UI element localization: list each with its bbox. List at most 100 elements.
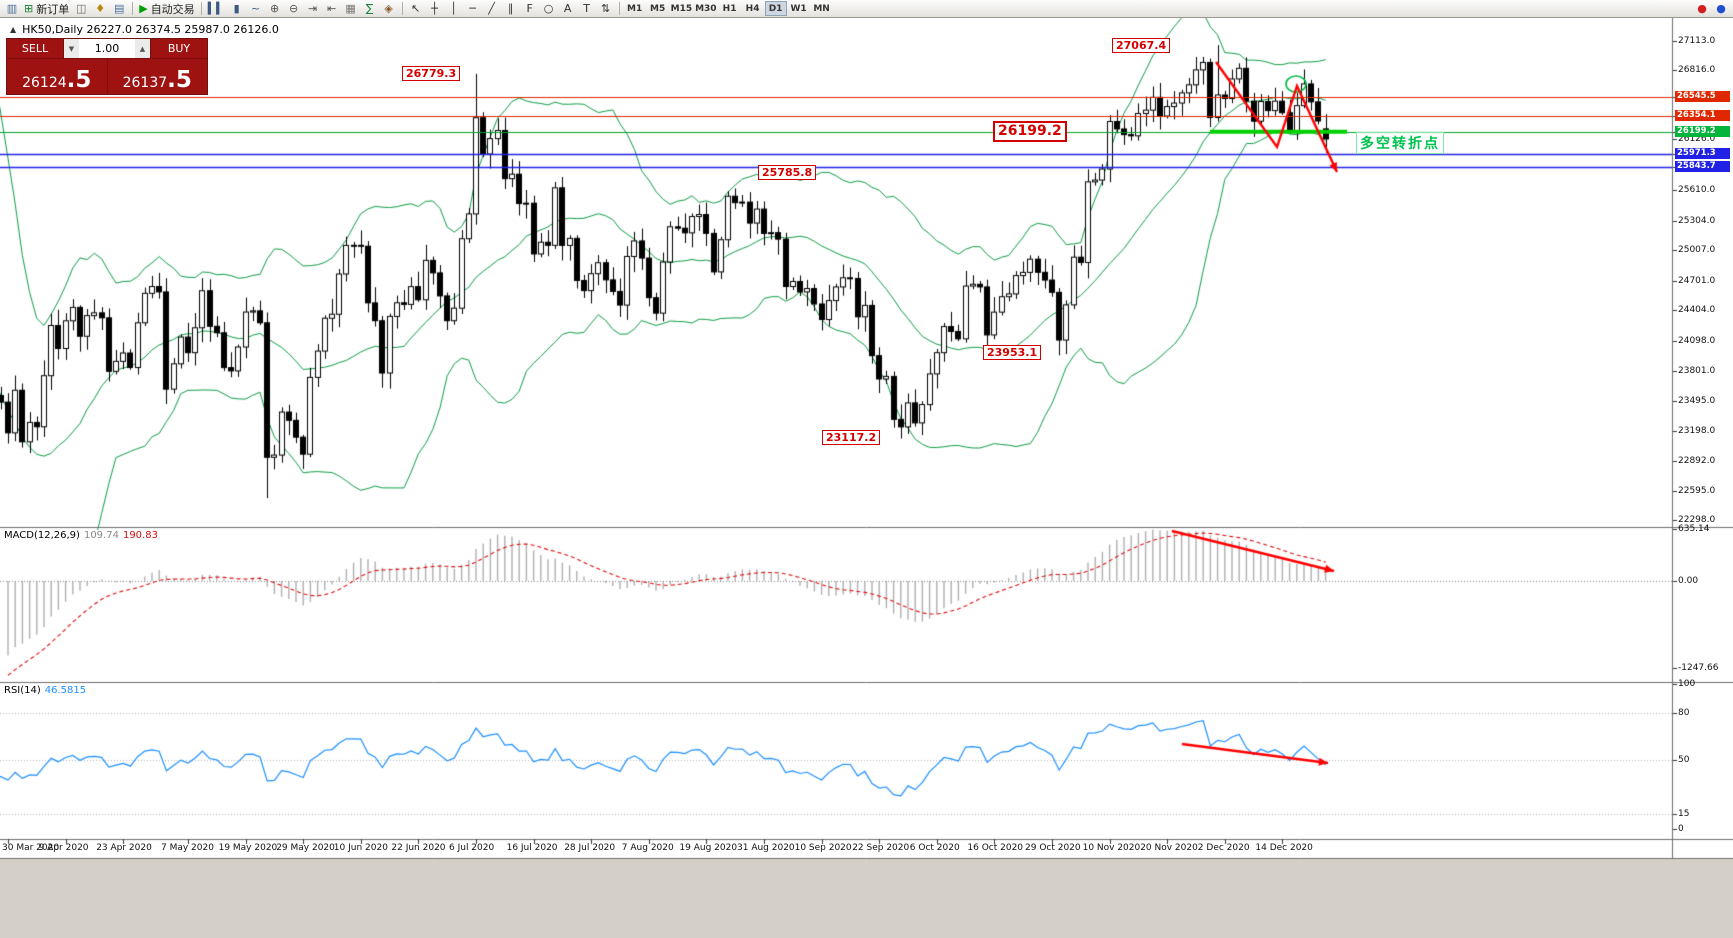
zoom-in-icon: ⊕ bbox=[270, 2, 280, 15]
macd-indicator-label: MACD(12,26,9) 109.74 190.83 bbox=[4, 530, 158, 541]
chart-price-annotation[interactable]: 27067.4 bbox=[1112, 38, 1171, 53]
auto-scroll-icon[interactable]: ⇥ bbox=[304, 1, 322, 17]
rsi-name: RSI(14) bbox=[4, 685, 41, 696]
trade-panel-controls: SELL ▼ ▲ BUY bbox=[7, 39, 207, 58]
terminal-red-icon[interactable]: ● bbox=[1693, 1, 1711, 17]
timeframe-h1-button[interactable]: H1 bbox=[722, 3, 737, 14]
bar-chart-icon: ▍▍ bbox=[207, 2, 225, 15]
vertical-line-icon: │ bbox=[450, 2, 457, 15]
grid-icon: ▦ bbox=[345, 2, 356, 15]
toolbar-separator bbox=[401, 2, 403, 15]
timeframe-m30-button[interactable]: M30 bbox=[695, 3, 717, 14]
macd-name: MACD(12,26,9) bbox=[4, 530, 80, 541]
candlestick-chart-icon[interactable]: ▮ bbox=[228, 1, 246, 17]
macd-main-value: 109.74 bbox=[83, 530, 119, 541]
autotrading-icon: ▶ bbox=[139, 2, 148, 15]
sell-button[interactable]: SELL bbox=[7, 39, 63, 58]
volume-down-button[interactable]: ▼ bbox=[64, 39, 79, 58]
chart-price-annotation[interactable]: 26199.2 bbox=[993, 121, 1067, 142]
text-icon: A bbox=[563, 2, 572, 15]
one-click-panel-toggle-icon[interactable]: ▲ bbox=[10, 25, 17, 34]
horizontal-line-icon: ─ bbox=[469, 2, 476, 15]
market-watch-icon[interactable]: ▤ bbox=[110, 1, 128, 17]
chart-shift-icon: ⇤ bbox=[327, 2, 337, 15]
arrows-icon: ⇅ bbox=[601, 2, 611, 15]
auto-scroll-icon: ⇥ bbox=[308, 2, 318, 15]
alerts-icon[interactable]: ♦ bbox=[91, 1, 109, 17]
timeframe-m5-button[interactable]: M5 bbox=[650, 3, 666, 14]
sell-price-base: 26124 bbox=[22, 75, 67, 91]
ellipse-icon[interactable]: ○ bbox=[540, 1, 558, 17]
terminal-blue-icon[interactable]: ● bbox=[1712, 1, 1730, 17]
timeframe-m15-button[interactable]: M15 bbox=[670, 3, 693, 14]
rsi-indicator-label: RSI(14) 46.5815 bbox=[4, 685, 86, 696]
ellipse-icon: ○ bbox=[543, 2, 554, 15]
zoom-out-icon: ⊖ bbox=[289, 2, 299, 15]
arrows-icon[interactable]: ⇅ bbox=[597, 1, 615, 17]
timeframe-mn-button[interactable]: MN bbox=[813, 3, 830, 14]
chart-shift-icon[interactable]: ⇤ bbox=[323, 1, 341, 17]
turning-point-label[interactable]: 多空转折点 bbox=[1356, 132, 1444, 154]
vertical-line-icon[interactable]: │ bbox=[445, 1, 463, 17]
sell-price-display[interactable]: 26124.5 bbox=[7, 59, 108, 94]
toolbar-separator bbox=[132, 2, 134, 15]
buy-button[interactable]: BUY bbox=[151, 39, 207, 58]
crosshair-icon[interactable]: ┼ bbox=[426, 1, 444, 17]
cursor-icon: ↖ bbox=[411, 2, 421, 15]
cursor-icon[interactable]: ↖ bbox=[407, 1, 425, 17]
channel-icon[interactable]: ∥ bbox=[502, 1, 520, 17]
volume-up-button[interactable]: ▲ bbox=[135, 39, 150, 58]
chart-profiles-icon: ◫ bbox=[76, 2, 87, 15]
candlestick-chart-icon: ▮ bbox=[233, 2, 240, 15]
autotrading-button[interactable]: ▶ 自动交易 bbox=[137, 1, 196, 17]
timeframe-d1-button[interactable]: D1 bbox=[764, 1, 787, 16]
terminal-red-icon: ● bbox=[1697, 2, 1707, 15]
zoom-in-icon[interactable]: ⊕ bbox=[266, 1, 284, 17]
toolbar: ▥ ⊞ 新订单 ◫ ♦ ▤ ▶ 自动交易 ▍▍ ▮ ~ ⊕ ⊖ ⇥ ⇤ ▦ ∑ ◈ ↖ ┼ │ ─ ╱ ∥ F ○ A T ⇅ M1 M5 M… bbox=[0, 0, 1733, 18]
buy-price-display[interactable]: 26137.5 bbox=[108, 59, 208, 94]
trade-panel-prices: 26124.5 26137.5 bbox=[7, 58, 207, 94]
timeframe-h4-button[interactable]: H4 bbox=[745, 3, 760, 14]
timeframe-m1-button[interactable]: M1 bbox=[627, 3, 643, 14]
volume-input[interactable] bbox=[79, 39, 135, 58]
charts-window-icon[interactable]: ▥ bbox=[3, 1, 21, 17]
toolbar-separator bbox=[200, 2, 202, 15]
label-icon[interactable]: T bbox=[578, 1, 596, 17]
crosshair-icon: ┼ bbox=[431, 2, 438, 15]
chart-profiles-icon[interactable]: ◫ bbox=[72, 1, 90, 17]
chart-symbol-info: ▲ HK50,Daily 26227.0 26374.5 25987.0 261… bbox=[10, 23, 279, 36]
channel-icon: ∥ bbox=[507, 2, 514, 15]
chart-price-annotation[interactable]: 23953.1 bbox=[983, 345, 1042, 360]
toolbar-separator bbox=[618, 2, 620, 15]
macd-signal-value: 190.83 bbox=[122, 530, 158, 541]
label-icon: T bbox=[583, 2, 590, 15]
trendline-icon[interactable]: ╱ bbox=[483, 1, 501, 17]
terminal-blue-icon: ● bbox=[1716, 2, 1726, 15]
trendline-icon: ╱ bbox=[488, 2, 495, 15]
bar-chart-icon[interactable]: ▍▍ bbox=[206, 1, 227, 17]
new-order-button[interactable]: ⊞ 新订单 bbox=[22, 1, 71, 17]
chart-price-annotation[interactable]: 26779.3 bbox=[402, 66, 461, 81]
grid-icon[interactable]: ▦ bbox=[342, 1, 360, 17]
objects-icon[interactable]: ◈ bbox=[380, 1, 398, 17]
fibonacci-icon[interactable]: F bbox=[521, 1, 539, 17]
indicators-icon[interactable]: ∑ bbox=[361, 1, 379, 17]
autotrading-button-label: 自动交易 bbox=[150, 2, 195, 16]
charts-window-icon: ▥ bbox=[6, 2, 18, 15]
alerts-icon: ♦ bbox=[95, 2, 106, 15]
timeframe-w1-button[interactable]: W1 bbox=[790, 3, 807, 14]
horizontal-line-icon[interactable]: ─ bbox=[464, 1, 482, 17]
buy-price-base: 26137 bbox=[122, 75, 168, 91]
chart-price-annotation[interactable]: 23117.2 bbox=[822, 430, 881, 445]
zoom-out-icon[interactable]: ⊖ bbox=[285, 1, 303, 17]
line-chart-icon: ~ bbox=[251, 2, 261, 15]
text-icon[interactable]: A bbox=[559, 1, 577, 17]
buy-price-fraction: .5 bbox=[167, 67, 192, 94]
indicators-icon: ∑ bbox=[365, 2, 374, 15]
line-chart-icon[interactable]: ~ bbox=[247, 1, 265, 17]
volume-stepper: ▼ ▲ bbox=[63, 39, 151, 58]
chart-price-annotation[interactable]: 25785.8 bbox=[758, 165, 817, 180]
sell-price-fraction: .5 bbox=[66, 67, 92, 94]
rsi-value: 46.5815 bbox=[44, 685, 87, 696]
